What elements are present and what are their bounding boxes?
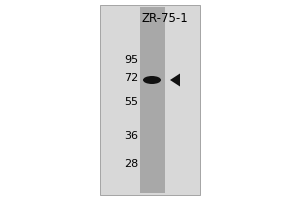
Text: 28: 28: [124, 159, 138, 169]
Text: ZR-75-1: ZR-75-1: [142, 12, 188, 25]
Text: 72: 72: [124, 73, 138, 83]
Text: 95: 95: [124, 55, 138, 65]
Bar: [140, 7, 165, 193]
Polygon shape: [170, 73, 180, 86]
Text: 36: 36: [124, 131, 138, 141]
Bar: [100, 5, 200, 195]
Text: 55: 55: [124, 97, 138, 107]
Ellipse shape: [143, 76, 161, 84]
